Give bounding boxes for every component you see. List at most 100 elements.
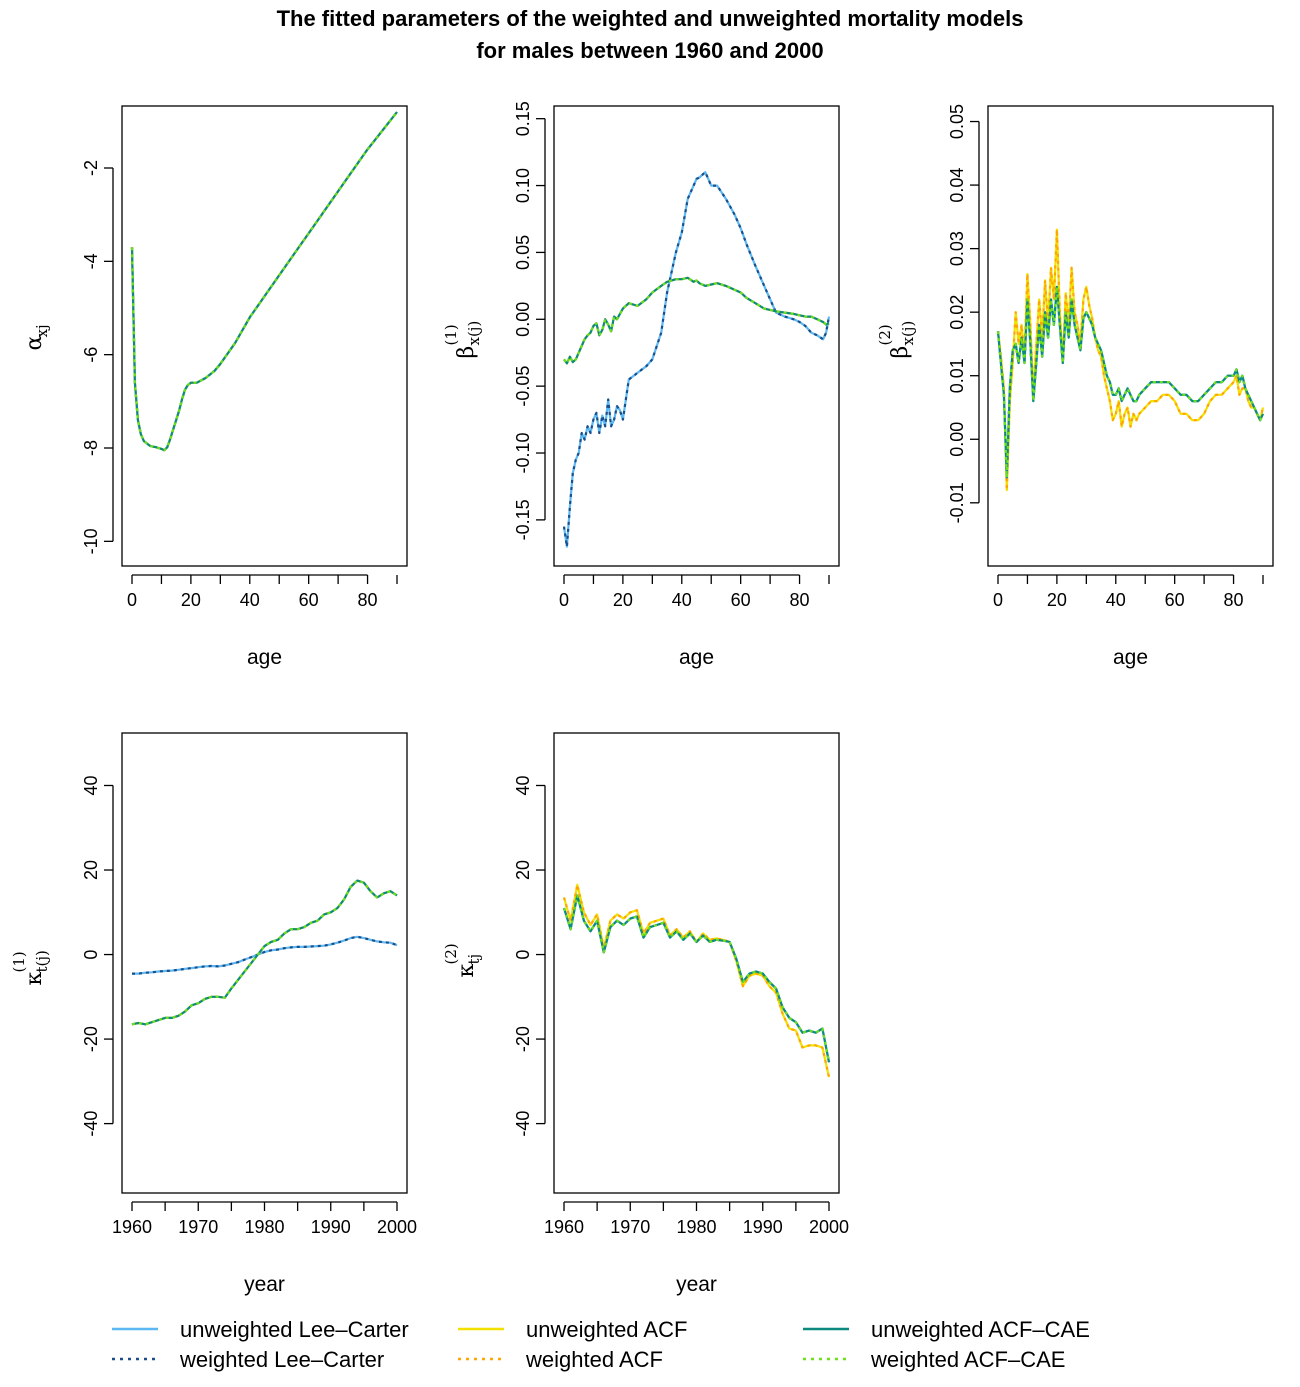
y-tick-label: 0.01 <box>947 358 967 393</box>
y-tick-label: 0.15 <box>513 101 533 136</box>
x-axis: 0 20 40 60 80 <box>993 574 1264 610</box>
y-axis-title-superscript: (2) <box>876 324 894 345</box>
y-axis: -0.01 0.00 0.01 0.02 0.03 0.04 0.05 <box>947 104 980 523</box>
series-line-unweighted_lee_carter <box>132 935 398 975</box>
y-axis-title-superscript: (1) <box>442 324 460 345</box>
y-tick-label: -40 <box>81 1111 101 1137</box>
x-tick-label: 60 <box>299 590 319 610</box>
series-line-weighted_acf_cae <box>563 276 830 365</box>
legend-item-weighted_acf_cae: weighted ACF–CAE <box>803 1347 1065 1372</box>
panel-beta2: 0 20 40 60 80 age -0.01 0.00 0.01 0.02 0.03 0.04 0.0… <box>876 104 1274 669</box>
y-axis-title-subscript: tj <box>465 954 483 965</box>
legend-label: weighted ACF <box>525 1347 663 1372</box>
x-axis-title: age <box>679 646 714 669</box>
y-axis: -0.15 -0.10 -0.05 0.00 0.05 0.10 0.15 <box>513 101 546 540</box>
plot-frame <box>121 105 408 567</box>
legend-label: unweighted ACF <box>526 1317 687 1342</box>
y-axis-title-subscript: t(j) <box>33 950 51 972</box>
y-tick-label: -8 <box>81 440 101 456</box>
y-axis-title: κt(j) (1) <box>10 950 51 985</box>
y-axis-title-symbol: β <box>888 346 913 359</box>
plot-frame <box>553 105 840 567</box>
y-axis: -40 -20 0 20 40 <box>81 775 114 1137</box>
x-tick-label: 2000 <box>377 1217 417 1237</box>
series-line-unweighted_acf <box>996 228 1265 492</box>
series-line-weighted_lee_carter <box>562 171 831 548</box>
y-tick-label: -20 <box>513 1026 533 1052</box>
series-line-weighted_acf_cae <box>562 894 831 1063</box>
y-axis: -40 -20 0 20 40 <box>513 775 546 1137</box>
y-tick-label: 0.00 <box>947 422 967 457</box>
y-tick-label: -0.10 <box>513 432 533 473</box>
x-tick-label: 80 <box>1224 590 1244 610</box>
y-tick-label: -10 <box>81 528 101 554</box>
x-tick-label: 1970 <box>178 1217 218 1237</box>
legend-item-weighted_acf: weighted ACF <box>458 1347 663 1372</box>
y-tick-label: 0.03 <box>947 231 967 266</box>
x-axis: 0 20 40 60 80 <box>127 574 398 610</box>
y-axis-title-superscript: (1) <box>10 951 28 972</box>
y-tick-label: -0.01 <box>947 482 967 523</box>
y-tick-label: 0 <box>513 950 533 960</box>
panel-kappa1: 1960 1970 1980 1990 2000 year -40 -20 0 20 40 κt(j)… <box>10 732 417 1296</box>
y-tick-label: -2 <box>81 160 101 176</box>
y-tick-label: -20 <box>81 1026 101 1052</box>
legend-label: weighted ACF–CAE <box>870 1347 1065 1372</box>
series-lines <box>131 879 398 1026</box>
x-tick-label: 60 <box>731 590 751 610</box>
y-tick-label: -6 <box>81 347 101 363</box>
x-tick-label: 60 <box>1165 590 1185 610</box>
y-axis: -10 -8 -6 -4 -2 <box>81 160 114 554</box>
y-tick-label: 0.00 <box>513 302 533 337</box>
series-line-weighted_acf_cae <box>130 111 398 452</box>
y-axis-title: κtj (2) <box>442 943 483 977</box>
x-tick-label: 1980 <box>244 1217 284 1237</box>
legend-item-unweighted_acf: unweighted ACF <box>458 1317 687 1342</box>
x-tick-label: 20 <box>613 590 633 610</box>
y-tick-label: 0.10 <box>513 168 533 203</box>
x-tick-label: 80 <box>790 590 810 610</box>
x-tick-label: 80 <box>358 590 378 610</box>
legend-item-weighted_lee_carter: weighted Lee–Carter <box>112 1347 384 1372</box>
x-axis-title: year <box>244 1273 285 1296</box>
y-tick-label: 0.02 <box>947 295 967 330</box>
x-axis: 1960 1970 1980 1990 2000 <box>112 1201 417 1237</box>
y-tick-label: 20 <box>81 860 101 880</box>
series-line-weighted_acf <box>996 228 1265 492</box>
y-tick-label: 0 <box>81 950 101 960</box>
y-tick-label: 0.04 <box>947 168 967 203</box>
x-tick-label: 20 <box>1047 590 1067 610</box>
x-tick-label: 40 <box>672 590 692 610</box>
legend-label: unweighted Lee–Carter <box>180 1317 409 1342</box>
legend-label: weighted Lee–Carter <box>179 1347 384 1372</box>
y-axis-title-symbol: κ <box>22 972 47 986</box>
plot-frame <box>987 105 1274 567</box>
y-tick-label: 20 <box>513 860 533 880</box>
y-tick-label: -0.05 <box>513 366 533 407</box>
y-axis-title-subscript: x(j) <box>899 321 917 346</box>
y-axis-title-symbol: β <box>454 346 479 359</box>
series-lines <box>562 883 831 1078</box>
panel-kappa2: 1960 1970 1980 1990 2000 year -40 -20 0 20 40 κtj (2… <box>442 732 849 1296</box>
plot-frame <box>121 732 408 1194</box>
x-tick-label: 1990 <box>743 1217 783 1237</box>
x-axis-title: age <box>1113 646 1148 669</box>
x-axis: 1960 1970 1980 1990 2000 <box>544 1201 849 1237</box>
x-tick-label: 0 <box>559 590 569 610</box>
series-lines <box>130 111 398 452</box>
x-axis-title: year <box>676 1273 717 1296</box>
y-axis-title: αxj <box>22 324 51 350</box>
series-line-unweighted_acf_cae <box>130 111 398 452</box>
panels: 0 20 40 60 80 age -10 -8 -6 -4 -2 αxj 0 20 40 60 80 age -0… <box>10 101 1274 1296</box>
x-tick-label: 40 <box>240 590 260 610</box>
y-tick-label: -40 <box>513 1111 533 1137</box>
x-tick-label: 20 <box>181 590 201 610</box>
legend-item-unweighted_lee_carter: unweighted Lee–Carter <box>112 1317 409 1342</box>
plot-frame <box>553 732 840 1194</box>
series-line-weighted_lee_carter <box>562 894 831 1063</box>
x-axis: 0 20 40 60 80 <box>559 574 830 610</box>
x-tick-label: 1960 <box>112 1217 152 1237</box>
y-tick-label: 40 <box>513 775 533 795</box>
x-tick-label: 1990 <box>311 1217 351 1237</box>
